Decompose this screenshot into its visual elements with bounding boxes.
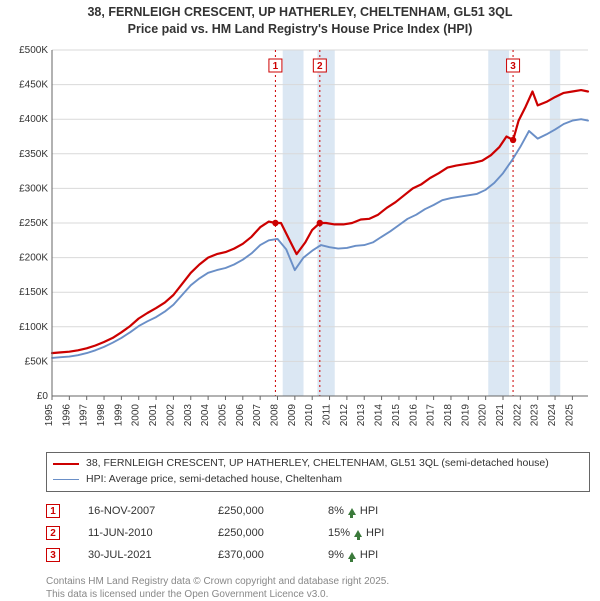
sale-markers-table: 1 16-NOV-2007£250,0008% HPI 2 11-JUN-2010£25… [46,500,590,566]
marker-pct-value: 8% [328,505,344,517]
svg-text:2014: 2014 [374,403,385,426]
marker-price: £250,000 [218,527,328,539]
svg-text:2007: 2007 [252,403,263,426]
marker-pct-value: 9% [328,549,344,561]
svg-text:2003: 2003 [183,403,194,426]
svg-text:2011: 2011 [322,403,333,425]
svg-text:2024: 2024 [547,403,558,426]
footer-line2: This data is licensed under the Open Gov… [46,589,590,601]
chart-title-line1: 38, FERNLEIGH CRESCENT, UP HATHERLEY, CH… [0,4,600,21]
svg-text:2: 2 [317,61,323,72]
svg-text:2022: 2022 [512,403,523,426]
svg-text:2008: 2008 [270,403,281,426]
marker-pct: 15% HPI [328,527,448,539]
svg-text:2013: 2013 [356,403,367,426]
svg-text:2004: 2004 [200,403,211,426]
svg-text:2000: 2000 [131,403,142,426]
svg-text:£250K: £250K [19,218,48,229]
svg-text:1995: 1995 [44,403,55,426]
svg-text:1996: 1996 [61,403,72,426]
svg-text:£350K: £350K [19,149,48,160]
svg-text:2002: 2002 [165,403,176,426]
legend-label: 38, FERNLEIGH CRESCENT, UP HATHERLEY, CH… [86,456,549,472]
svg-text:£50K: £50K [25,356,49,367]
svg-text:2017: 2017 [426,403,437,426]
footer-line1: Contains HM Land Registry data © Crown c… [46,576,590,589]
svg-text:£100K: £100K [19,322,48,333]
svg-text:3: 3 [510,61,516,72]
marker-date: 11-JUN-2010 [88,527,218,539]
marker-number-box: 1 [46,504,60,518]
svg-text:1999: 1999 [113,403,124,426]
svg-text:1998: 1998 [96,403,107,426]
marker-row: 1 16-NOV-2007£250,0008% HPI [46,500,590,522]
svg-text:2012: 2012 [339,403,350,426]
svg-text:£200K: £200K [19,252,48,263]
svg-text:2010: 2010 [304,403,315,426]
page-root: 38, FERNLEIGH CRESCENT, UP HATHERLEY, CH… [0,0,600,590]
legend-item: HPI: Average price, semi-detached house,… [53,472,583,488]
attribution-footer: Contains HM Land Registry data © Crown c… [46,576,590,601]
legend-item: 38, FERNLEIGH CRESCENT, UP HATHERLEY, CH… [53,456,583,472]
svg-text:£450K: £450K [19,79,48,90]
svg-text:2005: 2005 [217,403,228,426]
legend-swatch [53,463,79,465]
svg-text:£150K: £150K [19,287,48,298]
marker-pct: 9% HPI [328,549,448,561]
svg-text:2023: 2023 [530,403,541,426]
svg-text:£500K: £500K [19,45,48,56]
legend-label: HPI: Average price, semi-detached house,… [86,472,342,488]
marker-suffix: HPI [366,527,384,539]
svg-text:1997: 1997 [79,403,90,426]
svg-text:1: 1 [273,61,279,72]
svg-text:2019: 2019 [460,403,471,426]
marker-pct-value: 15% [328,527,350,539]
legend-swatch [53,479,79,480]
svg-text:2009: 2009 [287,403,298,426]
arrow-up-icon [348,508,356,515]
marker-row: 3 30-JUL-2021£370,0009% HPI [46,544,590,566]
marker-number-box: 2 [46,526,60,540]
marker-date: 30-JUL-2021 [88,549,218,561]
marker-row: 2 11-JUN-2010£250,00015% HPI [46,522,590,544]
svg-text:2021: 2021 [495,403,506,426]
svg-text:£0: £0 [37,391,49,402]
marker-suffix: HPI [360,549,378,561]
arrow-up-icon [354,530,362,537]
marker-date: 16-NOV-2007 [88,505,218,517]
svg-text:2016: 2016 [408,403,419,426]
chart-legend: 38, FERNLEIGH CRESCENT, UP HATHERLEY, CH… [46,452,590,493]
arrow-up-icon [348,552,356,559]
marker-pct: 8% HPI [328,505,448,517]
marker-price: £250,000 [218,505,328,517]
svg-text:2015: 2015 [391,403,402,426]
marker-price: £370,000 [218,549,328,561]
marker-number-box: 3 [46,548,60,562]
svg-text:£300K: £300K [19,183,48,194]
marker-suffix: HPI [360,505,378,517]
chart-area: £0 £50K £100K £150K £200K £250K £300K £350K £400… [6,44,594,444]
svg-text:2018: 2018 [443,403,454,426]
chart-title-block: 38, FERNLEIGH CRESCENT, UP HATHERLEY, CH… [0,0,600,38]
price-chart: £0 £50K £100K £150K £200K £250K £300K £350K £400… [6,44,594,444]
svg-text:2025: 2025 [564,403,575,426]
svg-text:2001: 2001 [148,403,159,426]
svg-text:2006: 2006 [235,403,246,426]
svg-text:2020: 2020 [478,403,489,426]
chart-title-line2: Price paid vs. HM Land Registry's House … [0,21,600,38]
svg-text:£400K: £400K [19,114,48,125]
